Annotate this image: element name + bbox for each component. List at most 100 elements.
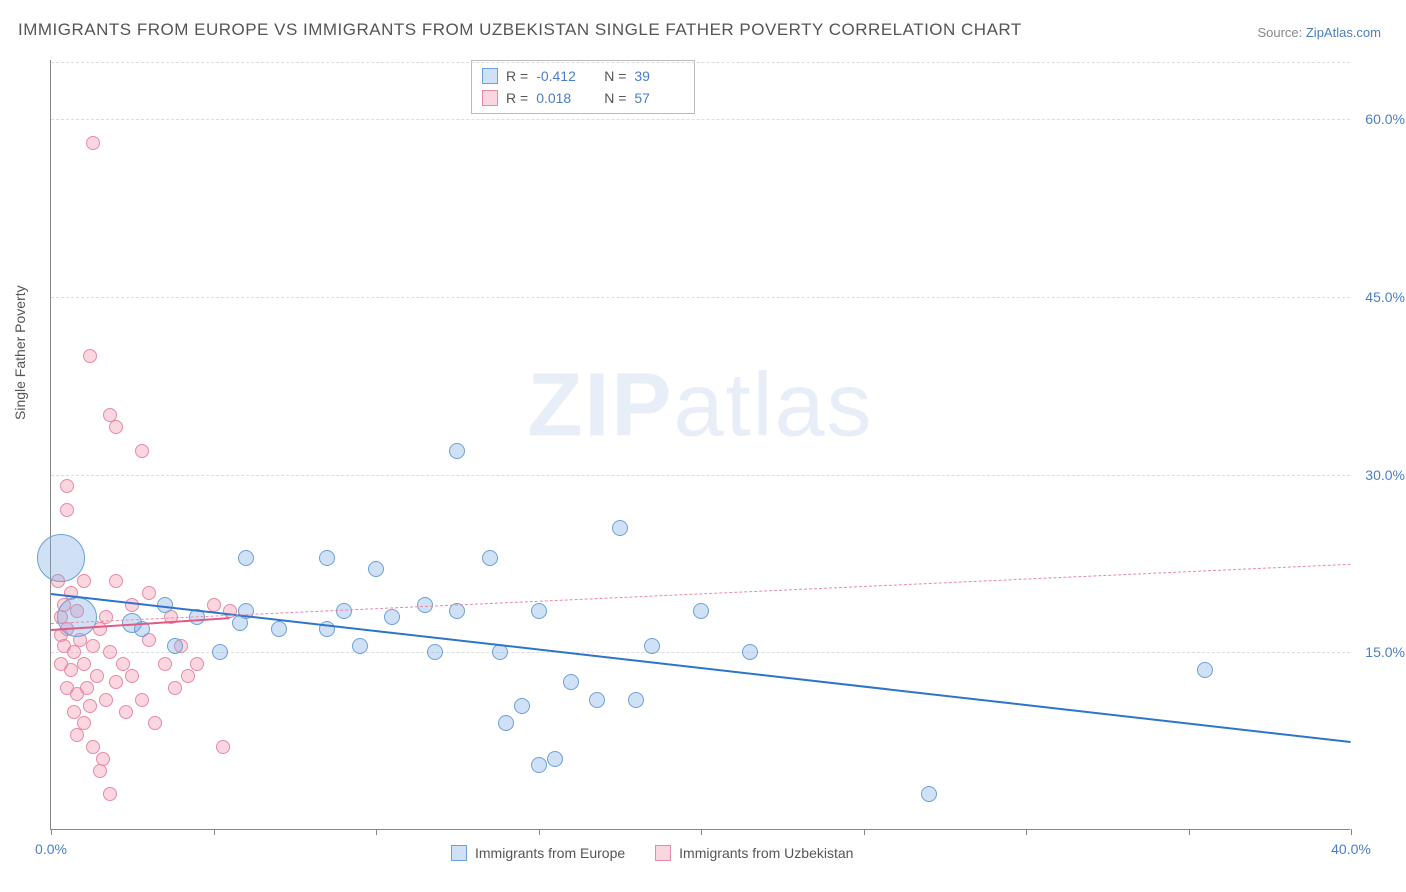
- legend-n-value: 57: [634, 90, 684, 106]
- data-point: [96, 752, 110, 766]
- data-point: [109, 574, 123, 588]
- data-point: [103, 645, 117, 659]
- data-point: [644, 638, 660, 654]
- x-tick: [539, 829, 540, 835]
- data-point: [86, 639, 100, 653]
- legend-r-label: R =: [506, 90, 528, 106]
- data-point: [67, 705, 81, 719]
- y-axis-label: Single Father Poverty: [12, 285, 28, 420]
- data-point: [83, 349, 97, 363]
- legend-row: R = 0.018 N = 57: [482, 87, 684, 109]
- gridline: [51, 62, 1350, 63]
- data-point: [80, 681, 94, 695]
- gridline: [51, 652, 1350, 653]
- gridline: [51, 119, 1350, 120]
- data-point: [119, 705, 133, 719]
- x-tick: [51, 829, 52, 835]
- data-point: [37, 534, 85, 582]
- data-point: [449, 443, 465, 459]
- legend-swatch: [655, 845, 671, 861]
- data-point: [64, 663, 78, 677]
- data-point: [135, 693, 149, 707]
- gridline: [51, 475, 1350, 476]
- data-point: [168, 681, 182, 695]
- data-point: [352, 638, 368, 654]
- data-point: [427, 644, 443, 660]
- data-point: [207, 598, 221, 612]
- data-point: [514, 698, 530, 714]
- data-point: [116, 657, 130, 671]
- data-point: [563, 674, 579, 690]
- x-tick: [1351, 829, 1352, 835]
- legend-row: R = -0.412 N = 39: [482, 65, 684, 87]
- legend-item: Immigrants from Europe: [451, 845, 625, 861]
- data-point: [103, 787, 117, 801]
- data-point: [99, 693, 113, 707]
- x-tick: [1189, 829, 1190, 835]
- data-point: [60, 479, 74, 493]
- legend-series-name: Immigrants from Europe: [475, 845, 625, 861]
- data-point: [90, 669, 104, 683]
- data-point: [83, 699, 97, 713]
- data-point: [77, 574, 91, 588]
- data-point: [368, 561, 384, 577]
- data-point: [498, 715, 514, 731]
- data-point: [109, 675, 123, 689]
- data-point: [1197, 662, 1213, 678]
- data-point: [125, 669, 139, 683]
- source-link[interactable]: ZipAtlas.com: [1306, 25, 1381, 40]
- data-point: [384, 609, 400, 625]
- data-point: [742, 644, 758, 660]
- legend-series-name: Immigrants from Uzbekistan: [679, 845, 853, 861]
- legend-swatch: [451, 845, 467, 861]
- data-point: [612, 520, 628, 536]
- data-point: [216, 740, 230, 754]
- source-prefix: Source:: [1257, 25, 1305, 40]
- data-point: [93, 764, 107, 778]
- data-point: [547, 751, 563, 767]
- data-point: [238, 550, 254, 566]
- x-tick: [701, 829, 702, 835]
- data-point: [86, 136, 100, 150]
- legend-r-label: R =: [506, 68, 528, 84]
- data-point: [693, 603, 709, 619]
- data-point: [531, 603, 547, 619]
- data-point: [319, 550, 335, 566]
- chart-title: IMMIGRANTS FROM EUROPE VS IMMIGRANTS FRO…: [18, 20, 1022, 40]
- data-point: [148, 716, 162, 730]
- data-point: [190, 657, 204, 671]
- data-point: [531, 757, 547, 773]
- source-attribution: Source: ZipAtlas.com: [1257, 25, 1381, 40]
- data-point: [142, 586, 156, 600]
- legend-r-value: -0.412: [536, 68, 586, 84]
- legend-n-label: N =: [604, 68, 626, 84]
- x-tick: [376, 829, 377, 835]
- y-tick-label: 60.0%: [1365, 111, 1405, 127]
- data-point: [60, 503, 74, 517]
- legend-n-value: 39: [634, 68, 684, 84]
- y-tick-label: 30.0%: [1365, 467, 1405, 483]
- data-point: [86, 740, 100, 754]
- data-point: [589, 692, 605, 708]
- gridline: [51, 297, 1350, 298]
- data-point: [57, 597, 97, 637]
- watermark: ZIPatlas: [527, 355, 873, 458]
- x-tick: [1026, 829, 1027, 835]
- x-tick-label: 40.0%: [1331, 841, 1371, 857]
- legend-swatch: [482, 68, 498, 84]
- correlation-legend: R = -0.412 N = 39 R = 0.018 N = 57: [471, 60, 695, 114]
- data-point: [109, 420, 123, 434]
- y-tick-label: 45.0%: [1365, 289, 1405, 305]
- data-point: [77, 716, 91, 730]
- legend-item: Immigrants from Uzbekistan: [655, 845, 853, 861]
- legend-n-label: N =: [604, 90, 626, 106]
- x-tick: [214, 829, 215, 835]
- series-legend: Immigrants from Europe Immigrants from Uz…: [451, 845, 853, 861]
- legend-r-value: 0.018: [536, 90, 586, 106]
- data-point: [167, 638, 183, 654]
- data-point: [628, 692, 644, 708]
- x-tick-label: 0.0%: [35, 841, 67, 857]
- plot-area: ZIPatlas R = -0.412 N = 39 R = 0.018 N = 57…: [50, 60, 1350, 830]
- data-point: [921, 786, 937, 802]
- x-tick: [864, 829, 865, 835]
